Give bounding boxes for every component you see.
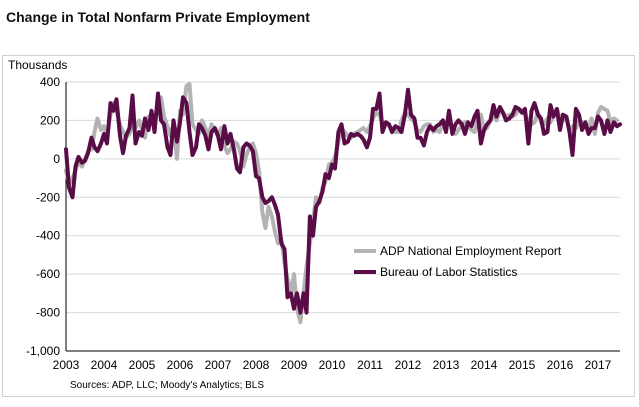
x-tick-label: 2007 (205, 358, 232, 372)
source-note: Sources: ADP, LLC; Moody's Analytics; BL… (70, 380, 264, 391)
y-tick-labels: 400 200 0 -200 -400 -600 -800 -1,000 (26, 75, 60, 358)
y-tick-label: -600 (36, 267, 60, 281)
legend-label-bls: Bureau of Labor Statistics (380, 265, 517, 279)
x-tick-label: 2017 (585, 358, 612, 372)
y-tick-label: -200 (36, 190, 60, 204)
grid-lines (66, 81, 620, 314)
x-tick-label: 2003 (53, 358, 80, 372)
y-tick-label: -800 (36, 306, 60, 320)
y-tick-label: 200 (40, 113, 60, 127)
legend-label-adp: ADP National Employment Report (380, 244, 562, 258)
y-axis-label: Thousands (8, 58, 67, 72)
x-tick-label: 2012 (395, 358, 422, 372)
series-line-bls (64, 87, 622, 315)
y-tick-label: -1,000 (26, 344, 60, 358)
x-tick-label: 2015 (509, 358, 536, 372)
chart-frame (2, 55, 635, 397)
x-tick-label: 2013 (433, 358, 460, 372)
legend: ADP National Employment Report Bureau of… (354, 244, 562, 279)
y-tick-label: 400 (40, 75, 60, 89)
data-series (64, 81, 622, 325)
x-tick-label: 2006 (167, 358, 194, 372)
x-tick-label: 2009 (281, 358, 308, 372)
x-tick-label: 2005 (129, 358, 156, 372)
y-tick-label: 0 (53, 152, 60, 166)
x-tick-label: 2004 (91, 358, 118, 372)
x-tick-label: 2011 (357, 358, 383, 372)
axes (65, 82, 620, 352)
x-tick-label: 2014 (471, 358, 498, 372)
x-tick-label: 2010 (319, 358, 346, 372)
x-tick-labels: 2003 2004 2005 2006 2007 2008 2009 2010 2011 2012… (53, 358, 612, 372)
x-tick-label: 2016 (547, 358, 574, 372)
x-tick-label: 2008 (243, 358, 270, 372)
y-tick-label: -400 (36, 229, 60, 243)
chart-title: Change in Total Nonfarm Private Employme… (6, 9, 310, 25)
